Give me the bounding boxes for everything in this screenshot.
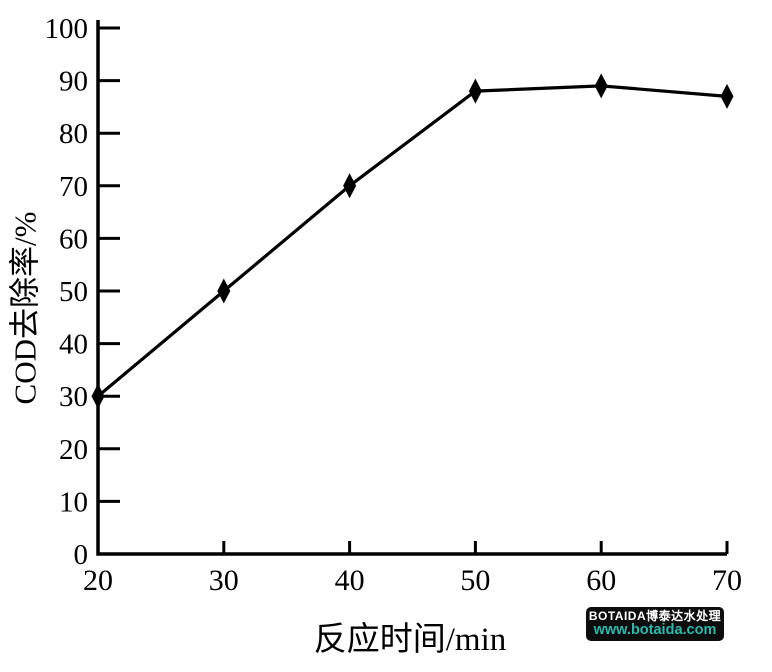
y-tick-label: 100	[45, 13, 89, 45]
x-tick-label: 40	[335, 564, 365, 597]
x-tick-label: 70	[712, 564, 742, 597]
y-tick-label: 90	[59, 66, 88, 98]
y-tick-label: 70	[59, 171, 88, 203]
x-axis-title: 反应时间/min	[313, 622, 507, 658]
x-tick-label: 60	[586, 564, 616, 597]
x-tick-label: 20	[83, 564, 113, 597]
data-point-marker	[91, 383, 105, 409]
watermark-badge: BOTAIDA博泰达水处理 www.botaida.com	[586, 607, 724, 641]
data-point-marker	[468, 78, 482, 104]
watermark-url: www.botaida.com	[593, 621, 717, 638]
axes-lines	[96, 20, 727, 556]
data-line	[96, 84, 728, 398]
x-tick-label: 50	[460, 564, 490, 597]
watermark-brand-text: BOTAIDA博泰达水处理	[588, 609, 722, 624]
y-tick-label: 0	[74, 539, 89, 571]
y-tick-label: 60	[59, 223, 88, 255]
y-tick-label: 10	[59, 486, 88, 518]
data-point-marker	[217, 278, 231, 304]
y-tick-label: 50	[59, 276, 88, 308]
y-tick-label: 80	[59, 118, 88, 150]
y-tick-label: 30	[59, 381, 88, 413]
y-tick-label: 40	[59, 329, 88, 361]
y-axis-title: COD去除率/%	[7, 211, 43, 405]
data-point-marker	[343, 173, 357, 199]
y-tick-label: 20	[59, 434, 88, 466]
data-point-marker	[720, 83, 734, 109]
x-tick-label: 30	[209, 564, 239, 597]
data-point-marker	[594, 73, 608, 99]
